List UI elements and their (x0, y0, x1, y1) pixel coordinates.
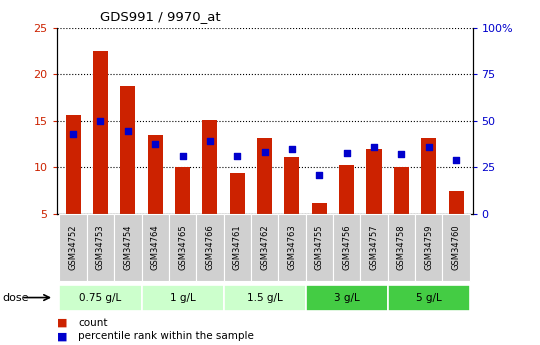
Bar (285, 157, 300, 214)
Point (315, 172, 323, 178)
Point (260, 150, 269, 155)
Bar (175, 167, 190, 214)
Text: GSM34754: GSM34754 (123, 225, 132, 270)
Bar (421, 138, 436, 214)
Bar (114, 214, 141, 281)
Text: 1.5 g/L: 1.5 g/L (247, 293, 282, 303)
Text: 3 g/L: 3 g/L (334, 293, 360, 303)
Text: dose: dose (3, 293, 29, 303)
Bar (257, 138, 272, 214)
Point (96, 118, 105, 124)
Text: GSM34764: GSM34764 (151, 225, 160, 270)
Text: GSM34759: GSM34759 (424, 225, 433, 270)
Point (288, 146, 296, 151)
Text: GSM34766: GSM34766 (205, 225, 214, 270)
Bar (65, 115, 80, 214)
Text: GSM34752: GSM34752 (69, 225, 78, 270)
Bar (224, 214, 251, 281)
Bar (306, 214, 333, 281)
Bar (367, 149, 382, 214)
Bar (251, 214, 278, 281)
Text: GSM34763: GSM34763 (287, 225, 296, 270)
Bar (394, 167, 409, 214)
Bar (141, 285, 224, 310)
Text: ■: ■ (57, 318, 67, 327)
Point (370, 144, 379, 150)
Bar (147, 135, 163, 214)
Bar (415, 214, 442, 281)
Text: GSM34761: GSM34761 (233, 225, 242, 270)
Bar (59, 285, 141, 310)
Point (397, 151, 406, 157)
Bar (360, 214, 388, 281)
Bar (87, 214, 114, 281)
Text: ■: ■ (57, 332, 67, 341)
Text: GSM34762: GSM34762 (260, 225, 269, 270)
Bar (169, 214, 196, 281)
Text: GDS991 / 9970_at: GDS991 / 9970_at (100, 10, 220, 23)
Point (178, 154, 187, 159)
Text: 1 g/L: 1 g/L (170, 293, 195, 303)
Bar (224, 285, 306, 310)
Bar (306, 285, 388, 310)
Text: 0.75 g/L: 0.75 g/L (79, 293, 122, 303)
Point (342, 150, 351, 156)
Bar (202, 120, 218, 214)
Bar (449, 190, 464, 214)
Point (206, 138, 214, 144)
Bar (59, 214, 87, 281)
Bar (388, 285, 470, 310)
Bar (339, 166, 354, 214)
Text: GSM34758: GSM34758 (397, 225, 406, 270)
Point (452, 157, 461, 162)
Point (424, 144, 433, 150)
Bar (230, 173, 245, 214)
Point (151, 141, 159, 147)
Text: 5 g/L: 5 g/L (416, 293, 442, 303)
Text: GSM34755: GSM34755 (315, 225, 324, 270)
Bar (141, 214, 169, 281)
Bar (196, 214, 224, 281)
Text: GSM34760: GSM34760 (451, 225, 461, 270)
Text: GSM34753: GSM34753 (96, 225, 105, 270)
Bar (93, 51, 108, 214)
Bar (120, 86, 136, 214)
Text: GSM34756: GSM34756 (342, 225, 351, 270)
Text: count: count (78, 318, 108, 327)
Point (124, 128, 132, 134)
Text: GSM34765: GSM34765 (178, 225, 187, 270)
Point (69, 131, 77, 137)
Bar (278, 214, 306, 281)
Point (233, 154, 241, 159)
Bar (442, 214, 470, 281)
Text: GSM34757: GSM34757 (369, 225, 379, 270)
Text: percentile rank within the sample: percentile rank within the sample (78, 332, 254, 341)
Bar (312, 203, 327, 214)
Bar (388, 214, 415, 281)
Bar (333, 214, 360, 281)
